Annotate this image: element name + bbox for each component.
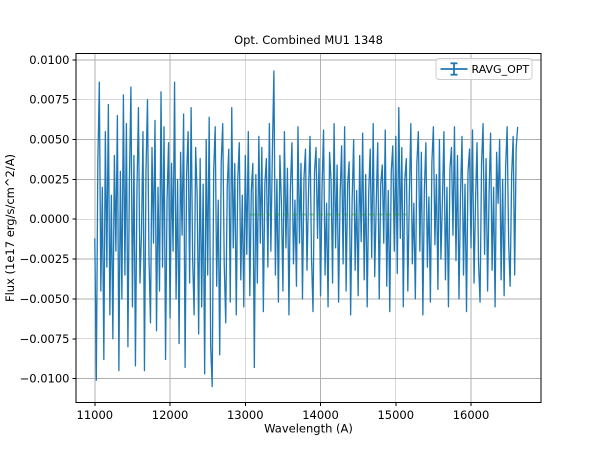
y-tick-label: 0.0050 (29, 133, 69, 147)
series-layer (94, 70, 519, 388)
x-tick-label: 13000 (227, 408, 264, 422)
y-tick-label: 0.0100 (29, 53, 69, 67)
y-tick-label: 0.0000 (29, 212, 69, 226)
chart-title: Opt. Combined MU1 1348 (234, 33, 383, 47)
legend-entry-label: RAVG_OPT (472, 63, 530, 76)
spectrum-line (94, 70, 519, 388)
y-tick-label: −0.0100 (20, 372, 70, 386)
y-tick-label: 0.0075 (29, 93, 69, 107)
axes-spines (75, 53, 542, 403)
x-tick-label: 14000 (302, 408, 339, 422)
y-tick-label: 0.0025 (29, 172, 69, 186)
y-tick-label: −0.0025 (20, 252, 70, 266)
y-tick-label: −0.0075 (20, 332, 70, 346)
errorbar-legend-icon (440, 62, 468, 76)
legend-frame (435, 58, 533, 80)
y-axis-label: Flux (1e17 erg/s/cm^2/A) (3, 154, 17, 302)
tick-layer: 11000 12000 13000 14000 15000 16000 0.0100 0.00… (20, 53, 490, 422)
y-tick-label: −0.0050 (20, 292, 70, 306)
x-tick-label: 16000 (453, 408, 490, 422)
legend-box: RAVG_OPT (435, 58, 533, 80)
x-axis-label: Wavelength (A) (264, 422, 353, 436)
x-tick-label: 12000 (152, 408, 189, 422)
x-tick-label: 11000 (77, 408, 114, 422)
x-tick-label: 15000 (377, 408, 414, 422)
